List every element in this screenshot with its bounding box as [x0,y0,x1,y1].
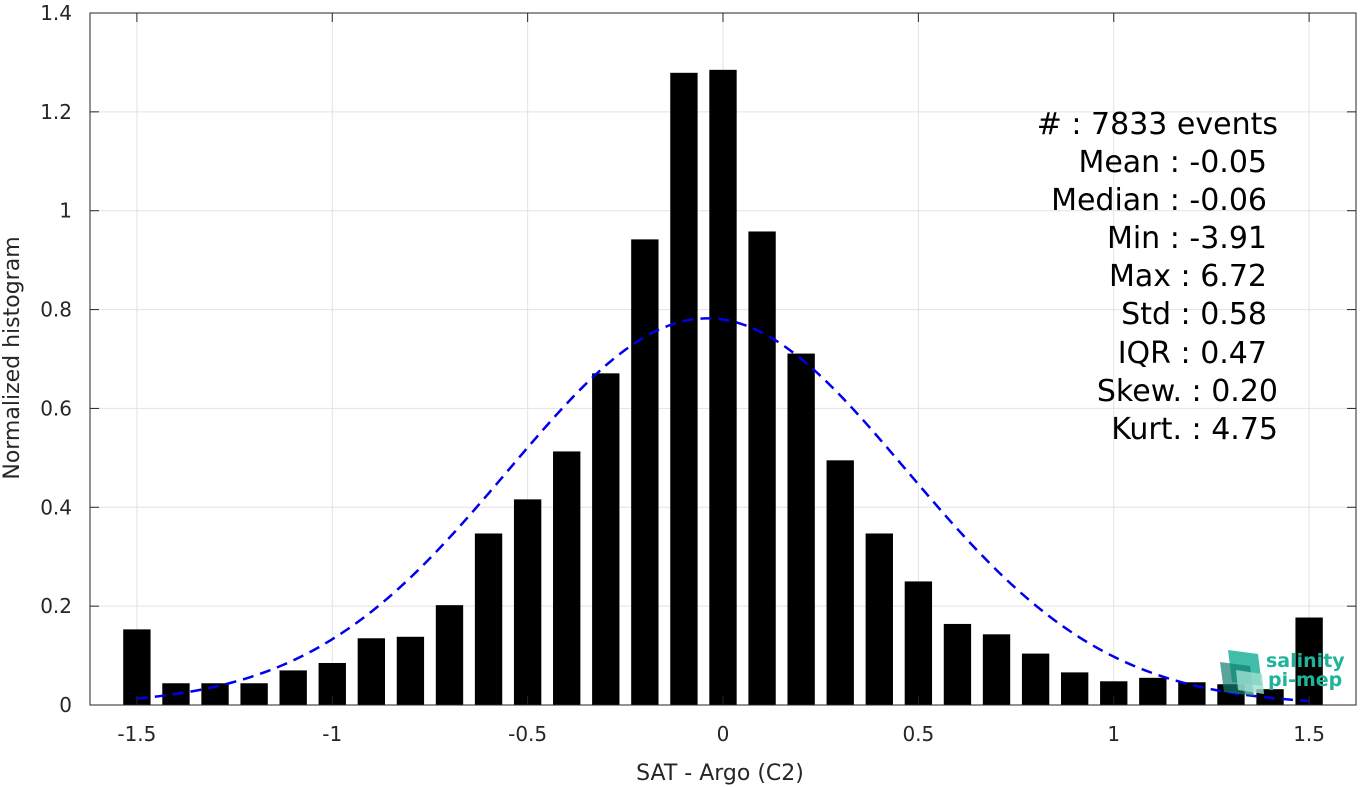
y-tick-label-6: 1.2 [40,100,72,124]
stats-iqr: IQR : 0.47 [1118,336,1267,371]
histogram-bar-19 [865,533,893,705]
histogram-bar-2 [201,683,229,705]
y-tick-label-5: 1 [59,199,72,223]
histogram-bar-13 [631,239,659,705]
histogram-bar-0 [123,629,151,705]
histogram-bar-14 [670,72,698,705]
histogram-bar-21 [943,623,972,705]
x-tick-label-2: -0.5 [508,722,547,746]
histogram-bar-25 [1100,681,1128,705]
histogram-bar-30 [1295,617,1323,705]
histogram-bar-20 [904,581,933,705]
y-tick-label-0: 0 [59,693,72,717]
stats-count: # : 7833 events [1037,107,1278,142]
x-tick-label-1: -1 [322,722,342,746]
logo-mark-light-icon [1236,670,1264,694]
stats-mean: Mean : -0.05 [1078,145,1267,180]
histogram-bar-4 [279,670,307,705]
stats-std: Std : 0.58 [1121,297,1267,332]
histogram-bar-3 [240,683,268,705]
stats-min: Min : -3.91 [1107,221,1267,256]
histogram-bar-16 [748,231,776,705]
histogram-bar-22 [982,634,1011,705]
bars [123,69,1323,706]
stats-skew: Skew. : 0.20 [1097,374,1278,409]
gaussian-fit-curve [136,317,1310,703]
histogram-bar-17 [787,353,815,705]
y-tick-labels: 0 0.2 0.4 0.6 0.8 1 1.2 1.4 [40,1,72,717]
histogram-bar-23 [1021,653,1050,705]
y-tick-label-4: 0.8 [40,298,72,322]
histogram-bar-24 [1060,672,1089,705]
histogram-bar-6 [357,638,386,705]
x-tick-label-3: 0 [717,722,730,746]
x-tick-label-6: 1.5 [1293,722,1325,746]
y-axis-label: Normalized histogram [0,236,25,479]
y-tick-label-1: 0.2 [40,594,72,618]
x-axis-label: SAT - Argo (C2) [636,761,804,786]
stats-median: Median : -0.06 [1051,183,1267,218]
histogram-bar-7 [396,636,425,705]
y-tick-label-3: 0.6 [40,396,72,420]
x-tick-label-5: 1 [1107,722,1120,746]
x-tick-label-0: -1.5 [117,722,156,746]
salinity-pi-mep-logo: salinity pi-mep [1220,650,1345,696]
histogram-bar-26 [1139,677,1167,705]
histogram-bar-15 [709,69,737,706]
y-tick-label-2: 0.4 [40,495,72,519]
stats-kurt: Kurt. : 4.75 [1111,412,1278,447]
histogram-bar-27 [1178,682,1206,705]
stats-block: # : 7833 events Mean : -0.05 Median : -0… [1037,107,1278,447]
y-tick-label-7: 1.4 [40,1,72,25]
logo-line2: pi-mep [1268,669,1342,691]
x-tick-labels: -1.5 -1 -0.5 0 0.5 1 1.5 [117,722,1325,746]
axis-ticks [90,12,1356,706]
logo-line1: salinity [1266,650,1345,672]
histogram-bar-10 [513,499,542,705]
histogram-bar-12 [592,373,620,705]
stats-max: Max : 6.72 [1109,259,1267,294]
x-tick-label-4: 0.5 [902,722,934,746]
histogram-bar-9 [474,533,503,705]
histogram-bar-11 [553,451,581,705]
histogram-bar-18 [826,460,854,705]
histogram-bar-8 [435,605,464,705]
